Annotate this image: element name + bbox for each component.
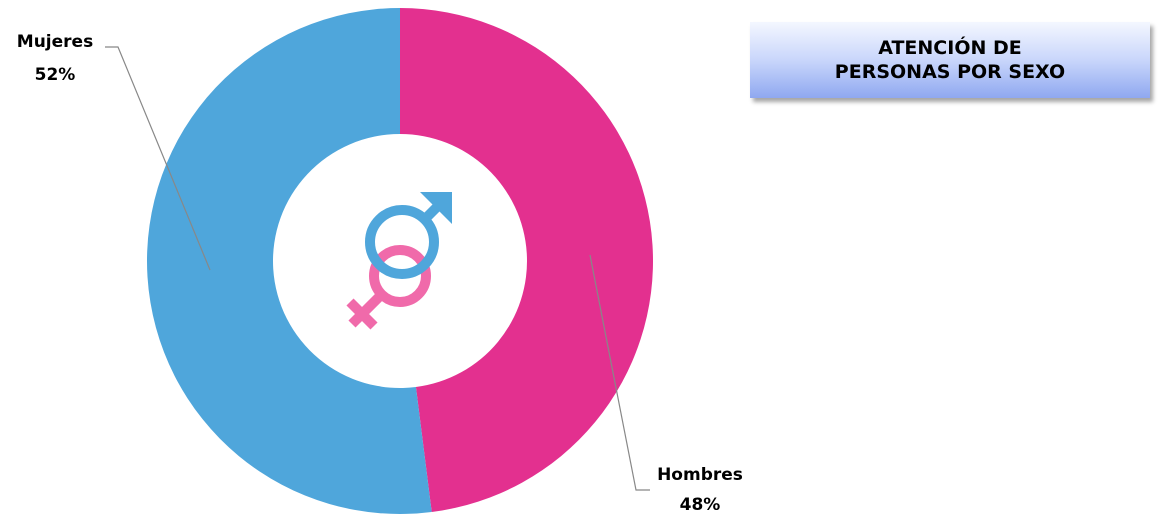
chart-title: ATENCIÓN DE PERSONAS POR SEXO: [750, 22, 1150, 98]
category-label: Mujeres: [17, 32, 93, 52]
leader-line: [589, 254, 650, 491]
center-icon: [310, 178, 485, 350]
value-label: 48%: [680, 495, 721, 515]
value-label: 52%: [35, 65, 76, 85]
leader-line: [105, 46, 211, 271]
slice: [147, 8, 432, 514]
slice: [400, 8, 654, 513]
category-label: Hombres: [657, 465, 743, 485]
